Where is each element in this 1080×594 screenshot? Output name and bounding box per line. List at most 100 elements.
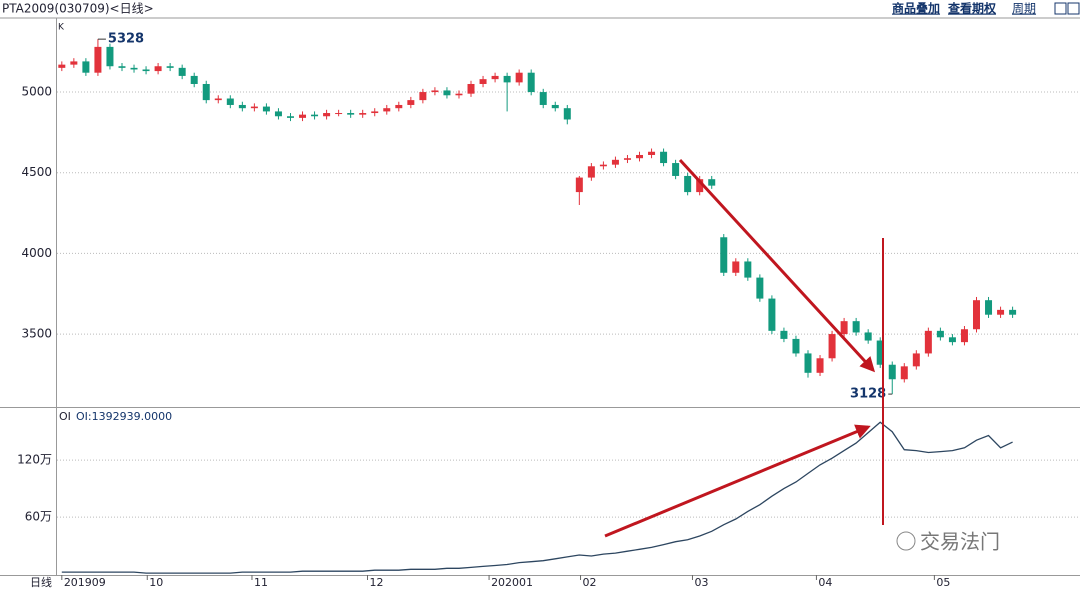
x-tick-label: 11 <box>254 576 268 589</box>
candle-body <box>226 98 234 105</box>
y-tick-label: 5000 <box>21 85 52 99</box>
candle-body <box>467 83 475 94</box>
candle-body <box>756 277 764 299</box>
candle-body <box>611 159 619 165</box>
candle-body <box>527 72 535 93</box>
candle-body <box>672 163 680 176</box>
candle-body <box>828 334 836 359</box>
candle-body <box>575 177 583 193</box>
candle-body <box>142 69 150 72</box>
x-tick-label: 10 <box>149 576 163 589</box>
trend-arrow <box>678 158 876 373</box>
candle-body <box>323 113 331 117</box>
candle-body <box>82 61 90 73</box>
panel-label: K <box>58 23 65 33</box>
candle-body <box>479 79 487 84</box>
candle-body <box>154 66 162 72</box>
candle-body <box>551 104 559 109</box>
annotation: 5328 <box>108 32 144 47</box>
candle-body <box>792 338 800 354</box>
x-tick-label: 04 <box>818 576 832 589</box>
candle-body <box>262 106 270 112</box>
title: PTA2009(030709)<日线> <box>2 2 154 16</box>
x-tick-label: 201909 <box>64 576 106 589</box>
candle-body <box>599 164 607 167</box>
oi-tick-label: 60万 <box>25 510 52 524</box>
candle-body <box>118 66 126 68</box>
candle-body <box>515 72 523 83</box>
period-link[interactable]: 周期 <box>1012 2 1036 16</box>
candle-body <box>985 300 993 315</box>
candle-body <box>636 154 644 159</box>
candle-body <box>960 329 968 343</box>
zoom-out-icon[interactable] <box>1054 2 1067 15</box>
candle-body <box>431 90 439 93</box>
candle-body <box>58 64 66 68</box>
candle-body <box>299 114 307 118</box>
candle-body <box>286 116 294 118</box>
candle-body <box>395 104 403 109</box>
candle-body <box>190 75 198 84</box>
candle-body <box>491 75 499 80</box>
candle-body <box>648 151 656 155</box>
candle-body <box>335 113 343 115</box>
x-tick-label: 03 <box>694 576 708 589</box>
marks: 3500 4000 4500 5000 60万 120万 201909 10 11 12 20200… <box>17 32 1080 589</box>
candle-body <box>804 353 812 373</box>
candle-body <box>912 353 920 367</box>
y-tick-label: 4500 <box>21 165 52 179</box>
y-tick-label: 3500 <box>21 327 52 341</box>
candle-body <box>347 113 355 115</box>
candle-body <box>166 66 174 68</box>
candle-body <box>274 111 282 117</box>
candle-body <box>359 113 367 115</box>
candle-body <box>130 67 138 70</box>
candle-body <box>852 321 860 333</box>
candle-body <box>443 90 451 96</box>
oi-panel-label: OI <box>59 410 71 423</box>
overlay-link[interactable]: 商品叠加 <box>892 1 940 16</box>
candle-body <box>178 67 186 76</box>
candle-body <box>419 92 427 101</box>
oi-tick-label: 120万 <box>17 453 52 467</box>
candle-body <box>455 93 463 96</box>
candle-body <box>696 179 704 193</box>
x-tick-label: 05 <box>936 576 950 589</box>
candle-body <box>744 261 752 278</box>
candle-body <box>214 98 222 101</box>
candle-body <box>1009 309 1017 315</box>
candle-body <box>997 309 1005 315</box>
oi-line <box>61 421 1013 574</box>
candle-body <box>900 366 908 380</box>
x-axis-label: 日线 <box>30 575 52 589</box>
candle-body <box>780 330 788 339</box>
candle-body <box>563 108 571 120</box>
candle-body <box>972 300 980 330</box>
candle-body <box>876 340 884 365</box>
candle-body <box>768 298 776 331</box>
candle-body <box>924 330 932 354</box>
y-tick-label: 4000 <box>21 246 52 260</box>
candle-body <box>684 175 692 193</box>
toolbar <box>0 0 1080 18</box>
watermark: 交易法门 <box>920 530 1000 554</box>
candle-body <box>732 261 740 273</box>
candle-body <box>888 364 896 380</box>
candle-body <box>238 104 246 109</box>
candle-body <box>250 106 258 109</box>
candle-body <box>720 237 728 273</box>
candle-body <box>936 330 944 338</box>
oi-readout: OI:1392939.0000 <box>76 410 172 423</box>
zoom-in-icon[interactable] <box>1067 2 1080 15</box>
candle-body <box>623 158 631 160</box>
candle-body <box>94 46 102 73</box>
candle-body <box>708 179 716 186</box>
candle-body <box>106 46 114 67</box>
candle-body <box>539 92 547 105</box>
x-tick-label: 12 <box>370 576 384 589</box>
options-link[interactable]: 查看期权 <box>947 1 997 16</box>
candle-body <box>816 358 824 373</box>
candle-body <box>311 114 319 117</box>
